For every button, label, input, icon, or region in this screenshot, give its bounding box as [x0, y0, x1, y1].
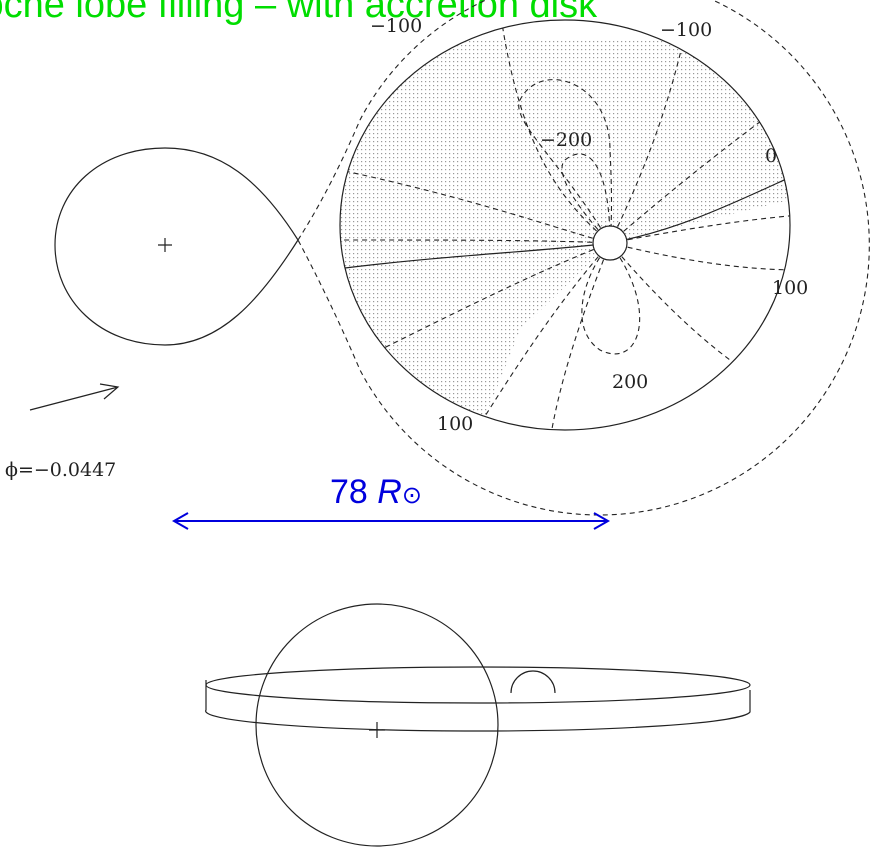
contour-label: −100: [660, 19, 712, 41]
contour: [609, 214, 790, 244]
contour: [340, 239, 611, 244]
disk-side: [205, 680, 751, 732]
direction-arrow: [29, 383, 120, 411]
velocity-map: [340, 20, 790, 430]
contour-label: 200: [612, 371, 648, 393]
shaded-region: [340, 40, 790, 430]
contour-label: −200: [540, 129, 592, 151]
contour: [340, 169, 611, 244]
scale-label: 78 R⊙: [330, 473, 422, 511]
scale-unit: R: [377, 473, 402, 511]
scale-number: 78: [330, 473, 368, 511]
donor-side: [255, 603, 499, 847]
center-mark: [158, 238, 172, 252]
contour: [609, 242, 731, 361]
contour: [561, 153, 611, 244]
disk-top: [205, 666, 751, 704]
contour: [549, 242, 611, 430]
contour: [359, 242, 611, 361]
accretor-side: [510, 670, 556, 694]
title: Roche lobe filling – with accretion disk: [0, 0, 598, 26]
roche-lobe: [54, 147, 299, 346]
scale-symbol: ⊙: [402, 482, 422, 509]
contour: [609, 242, 790, 271]
companion-lobe: [297, 0, 870, 516]
contour: [518, 79, 613, 244]
scale-arrow: [171, 512, 611, 530]
center-mark: [369, 722, 385, 738]
accretor: [592, 225, 628, 261]
contour: [469, 242, 611, 430]
contour-label: 100: [437, 413, 473, 435]
contour-label: 0: [765, 145, 777, 167]
star-disk: [339, 19, 791, 431]
contour-label: 100: [772, 277, 808, 299]
phase-label: ϕ=−0.0447: [5, 459, 116, 481]
contour: [581, 242, 641, 355]
contour-label: −100: [370, 15, 422, 37]
